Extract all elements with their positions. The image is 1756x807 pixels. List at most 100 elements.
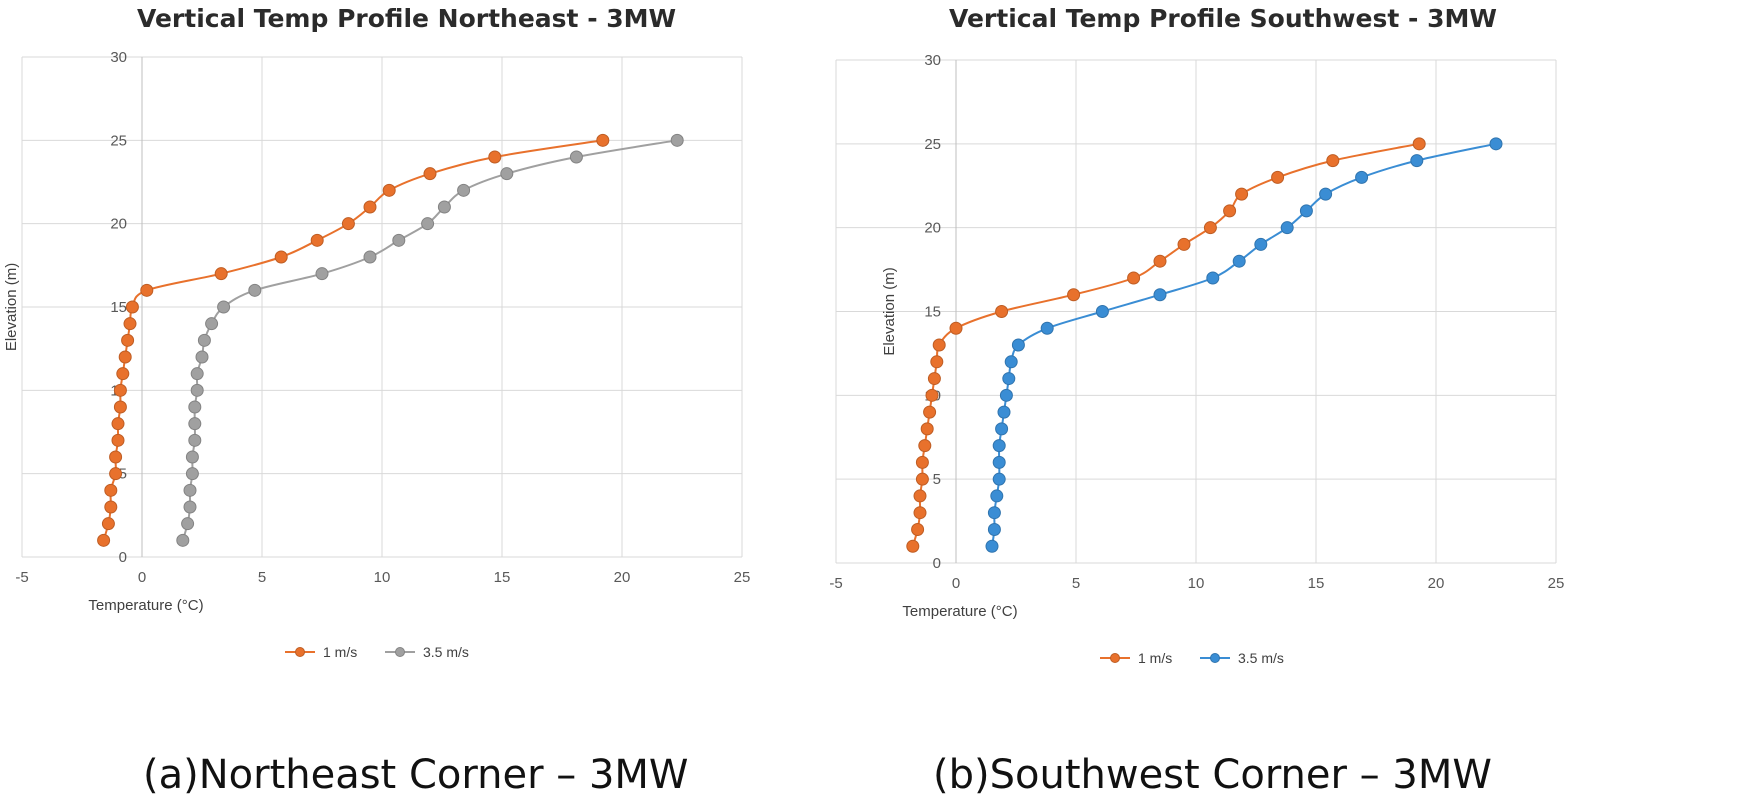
data-point [1177, 237, 1191, 251]
series-1-m-s [97, 133, 610, 547]
x-tick-label: 0 [952, 575, 960, 592]
data-point [1067, 288, 1081, 302]
series-1-m-s [906, 137, 1426, 553]
data-point [382, 183, 396, 197]
data-point [1206, 271, 1220, 285]
data-point [1326, 154, 1340, 168]
y-tick-label: 25 [110, 132, 127, 149]
data-point [995, 422, 1009, 436]
legend-label: 1 m/s [1138, 650, 1172, 666]
y-axis-title: Elevation (m) [3, 263, 20, 351]
data-point [214, 267, 228, 281]
legend-item: 3.5 m/s [1200, 650, 1284, 666]
legend-marker [395, 647, 405, 657]
data-point [274, 250, 288, 264]
data-point [181, 517, 195, 531]
chart-panel-northeast: Vertical Temp Profile Northeast - 3MW -5… [3, 4, 750, 798]
data-point [1153, 254, 1167, 268]
y-tick-label: 5 [933, 471, 941, 488]
data-point [488, 150, 502, 164]
x-axis-title: Temperature (°C) [88, 597, 203, 614]
series-line [102, 139, 603, 541]
data-point [1095, 305, 1109, 318]
figure-caption: (a)Northeast Corner – 3MW [143, 752, 689, 798]
x-tick-label: 20 [1428, 575, 1445, 592]
y-tick-label: 0 [119, 549, 127, 566]
legend-item: 3.5 m/s [385, 644, 469, 660]
data-point [205, 317, 219, 331]
chart-title: Vertical Temp Profile Southwest - 3MW [949, 4, 1497, 33]
legend-label: 3.5 m/s [423, 644, 469, 660]
x-tick-label: 15 [1308, 575, 1325, 592]
data-point [915, 455, 929, 469]
legend-item: 1 m/s [285, 644, 357, 660]
y-tick-label: 20 [110, 216, 127, 233]
legend: 1 m/s 3.5 m/s [1100, 650, 1284, 666]
x-tick-labels: -5 0 5 10 15 20 25 [15, 569, 750, 586]
data-point [363, 200, 377, 214]
data-point [500, 167, 514, 181]
data-point [670, 133, 684, 147]
data-point [1299, 204, 1313, 218]
data-point [930, 355, 944, 369]
data-point [101, 517, 115, 531]
y-tick-label: 15 [110, 299, 127, 316]
data-point [1355, 170, 1369, 184]
data-point [190, 383, 204, 397]
x-tick-label: 5 [1072, 575, 1080, 592]
data-point [918, 439, 932, 453]
data-point [185, 467, 199, 481]
x-tick-label: 20 [614, 569, 631, 586]
x-tick-label: 10 [374, 569, 391, 586]
data-point [190, 367, 204, 381]
data-point [1235, 187, 1249, 201]
data-point [116, 367, 130, 381]
y-tick-label: 5 [119, 466, 127, 483]
data-point [923, 405, 937, 419]
series-3-5-m-s [985, 137, 1503, 553]
data-point [341, 217, 355, 231]
series-line [991, 142, 1497, 547]
legend: 1 m/s 3.5 m/s [285, 644, 469, 660]
data-point [248, 283, 262, 297]
y-tick-label: 25 [924, 136, 941, 153]
x-tick-label: -5 [15, 569, 28, 586]
data-point [1412, 137, 1426, 151]
x-tick-label: 5 [258, 569, 266, 586]
data-point [457, 183, 471, 197]
series-3-5-m-s [176, 133, 684, 547]
data-point [920, 422, 934, 436]
data-point [1410, 154, 1424, 168]
data-point [987, 506, 1001, 520]
chart-title: Vertical Temp Profile Northeast - 3MW [137, 4, 677, 33]
data-point [995, 305, 1009, 318]
data-point [596, 133, 610, 147]
data-point [104, 483, 118, 497]
data-point [1232, 254, 1246, 268]
data-point [915, 472, 929, 486]
data-point [987, 522, 1001, 536]
data-point [1004, 355, 1018, 369]
data-point [188, 433, 202, 447]
data-point [123, 317, 137, 331]
data-point [949, 321, 963, 335]
data-point [97, 533, 111, 547]
data-point [1271, 170, 1285, 184]
data-point [109, 450, 123, 464]
x-tick-label: 0 [138, 569, 146, 586]
data-point [111, 433, 125, 447]
y-tick-label: 0 [933, 555, 941, 572]
y-tick-labels: 051015202530 [924, 52, 941, 572]
data-point [999, 388, 1013, 402]
data-point [111, 417, 125, 431]
data-point [185, 450, 199, 464]
data-point [197, 333, 211, 347]
x-tick-label: 10 [1188, 575, 1205, 592]
data-point [118, 350, 132, 364]
data-point [121, 333, 135, 347]
data-point [911, 522, 925, 536]
data-point [932, 338, 946, 352]
data-point [188, 400, 202, 414]
data-point [925, 388, 939, 402]
y-tick-label: 30 [924, 52, 941, 69]
